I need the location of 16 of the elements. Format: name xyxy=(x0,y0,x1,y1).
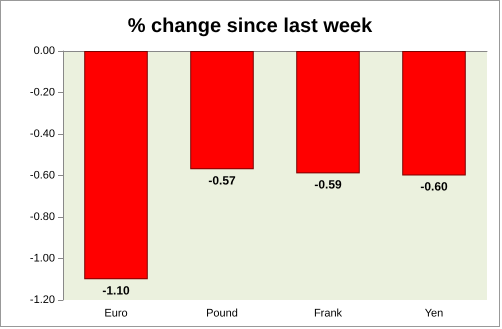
y-tick-label: -0.40 xyxy=(30,128,55,140)
data-label: -1.10 xyxy=(102,283,130,298)
y-tick-label: -0.20 xyxy=(30,86,55,98)
y-tick-label: -1.00 xyxy=(30,252,55,264)
x-tick-label: Pound xyxy=(206,308,238,320)
data-label: -0.57 xyxy=(208,173,236,188)
data-label: -0.60 xyxy=(420,180,448,194)
x-tick-label: Yen xyxy=(424,308,444,320)
x-tick-label: Euro xyxy=(104,308,128,320)
y-tick-label: -1.20 xyxy=(30,294,55,306)
y-tick-label: -0.80 xyxy=(30,211,55,223)
y-tick-label: -0.60 xyxy=(30,170,55,182)
x-tick-label: Frank xyxy=(314,308,343,320)
data-label: -0.59 xyxy=(314,177,342,192)
chart-title: % change since last week xyxy=(128,15,374,37)
y-tick-label: 0.00 xyxy=(34,45,55,57)
